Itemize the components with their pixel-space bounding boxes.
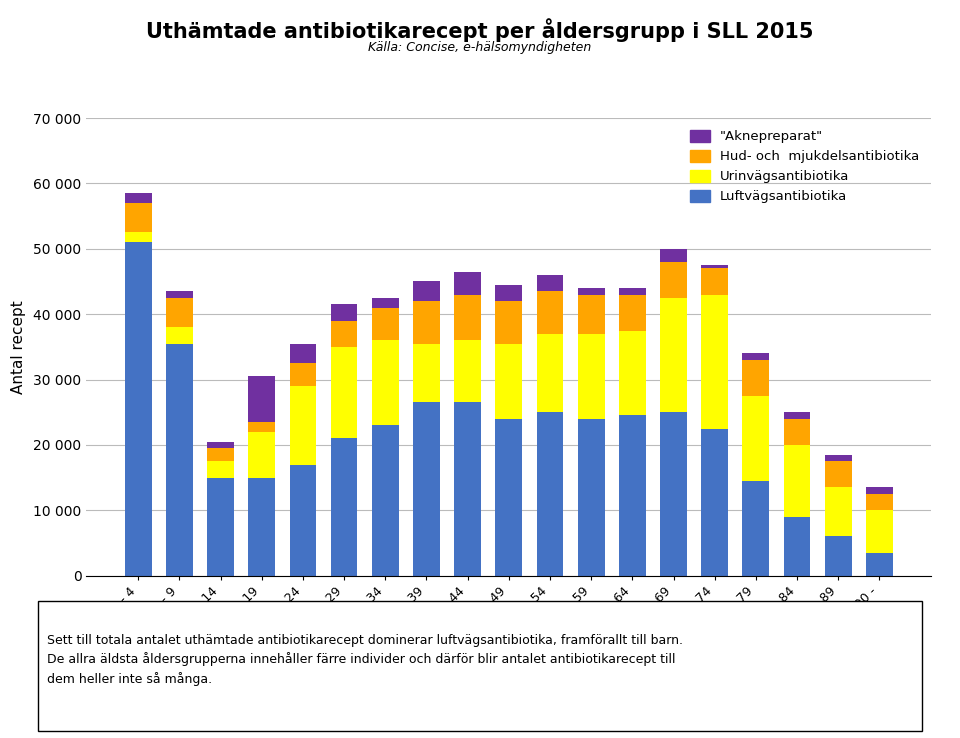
Bar (290, 386, 316, 464)
Bar (702, 265, 728, 269)
Bar (454, 340, 481, 402)
Bar (372, 308, 398, 340)
Bar (702, 429, 728, 576)
Bar (372, 425, 398, 576)
Bar (495, 285, 522, 301)
Bar (578, 334, 605, 418)
Bar (742, 360, 769, 396)
Bar (866, 510, 893, 553)
Bar (783, 413, 810, 418)
Bar (125, 232, 152, 242)
Bar (619, 288, 646, 294)
Bar (619, 294, 646, 331)
Bar (537, 334, 564, 413)
Bar (454, 294, 481, 340)
Bar (537, 275, 564, 292)
Bar (825, 461, 852, 487)
Bar (413, 344, 440, 402)
Bar (619, 331, 646, 415)
Bar (866, 553, 893, 576)
Bar (166, 344, 193, 576)
Bar (125, 203, 152, 232)
Bar (207, 477, 234, 576)
Bar (825, 455, 852, 461)
Bar (866, 487, 893, 494)
Bar (125, 242, 152, 576)
Bar (166, 292, 193, 298)
Bar (125, 193, 152, 203)
Text: Sett till totala antalet uthämtade antibiotikarecept dominerar luftvägsantibioti: Sett till totala antalet uthämtade antib… (47, 634, 684, 686)
Bar (330, 438, 357, 576)
Bar (454, 272, 481, 294)
Bar (578, 288, 605, 294)
Bar (166, 327, 193, 344)
Bar (825, 487, 852, 537)
Bar (290, 464, 316, 576)
Bar (413, 281, 440, 301)
Bar (783, 445, 810, 517)
Bar (495, 301, 522, 344)
Bar (207, 441, 234, 448)
Bar (660, 262, 687, 298)
Bar (578, 294, 605, 334)
Bar (413, 301, 440, 344)
Bar (702, 269, 728, 294)
FancyBboxPatch shape (38, 601, 922, 731)
Bar (537, 413, 564, 576)
Bar (619, 415, 646, 576)
Legend: "Aknepreparat", Hud- och  mjukdelsantibiotika, Urinvägsantibiotika, Luftvägsanti: "Aknepreparat", Hud- och mjukdelsantibio… (684, 125, 924, 209)
Bar (495, 418, 522, 576)
Bar (783, 517, 810, 576)
Bar (660, 249, 687, 262)
Bar (372, 340, 398, 425)
Bar (249, 422, 276, 432)
Bar (660, 298, 687, 413)
Text: Källa: Concise, e-hälsomyndigheten: Källa: Concise, e-hälsomyndigheten (369, 41, 591, 54)
Bar (249, 376, 276, 422)
Bar (207, 448, 234, 461)
Bar (783, 418, 810, 445)
Bar (249, 432, 276, 477)
Bar (578, 418, 605, 576)
Text: Uthämtade antibiotikarecept per åldersgrupp i SLL 2015: Uthämtade antibiotikarecept per åldersgr… (146, 18, 814, 42)
Bar (330, 304, 357, 321)
Y-axis label: Antal recept: Antal recept (12, 300, 26, 394)
Bar (742, 481, 769, 576)
Bar (742, 354, 769, 360)
Bar (495, 344, 522, 418)
Bar (454, 402, 481, 576)
Bar (825, 537, 852, 576)
Bar (866, 494, 893, 510)
Bar (742, 396, 769, 481)
Bar (413, 402, 440, 576)
Bar (290, 363, 316, 386)
Bar (702, 294, 728, 429)
Bar (330, 347, 357, 438)
Bar (660, 413, 687, 576)
Bar (207, 461, 234, 477)
Bar (166, 298, 193, 327)
Bar (372, 298, 398, 308)
Bar (290, 344, 316, 363)
Bar (537, 292, 564, 334)
Bar (249, 477, 276, 576)
Bar (330, 321, 357, 347)
